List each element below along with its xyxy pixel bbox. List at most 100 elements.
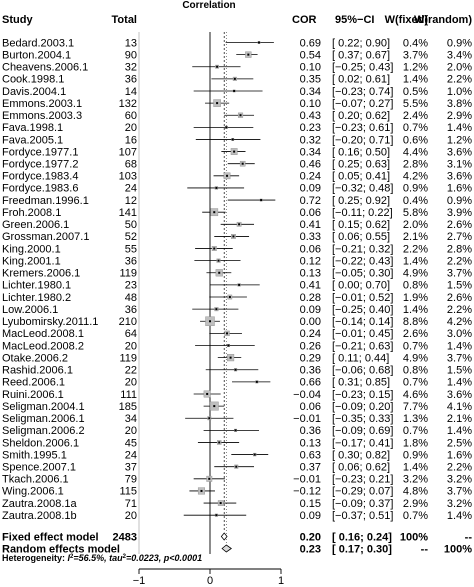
- study-cor: 0.69: [300, 37, 321, 49]
- study-row: Ruini.2006.1 111 −0.04 [−0.23; 0.15] 4.6% 3.6…: [2, 389, 472, 401]
- study-ci: [−0.01; 0.52]: [332, 292, 393, 304]
- study-ci: [−0.29; 0.07]: [332, 486, 393, 498]
- study-w-random: 2.7%: [447, 231, 472, 243]
- study-row: Seligman.2004.1 185 0.06 [−0.09; 0.20] 7.7% 4…: [2, 401, 472, 413]
- study-total: 20: [125, 377, 137, 389]
- study-label: Burton.2004.1: [2, 49, 71, 61]
- study-cor: 0.06: [300, 401, 321, 413]
- study-cor: 0.41: [300, 219, 321, 231]
- study-row: MacLeod.2008.1 64 0.24 [−0.01; 0.45] 2.6% 3.0…: [2, 328, 472, 340]
- study-total: 32: [125, 62, 137, 74]
- study-cor: 0.43: [300, 110, 321, 122]
- study-label: King.2000.1: [2, 243, 61, 255]
- study-rows: Bedard.2003.1 13 0.69[ 0.22; 0.90] 0.4% 0.9%…: [2, 37, 472, 522]
- study-row: Zautra.2008.1b 20 0.09 [−0.37; 0.51] 0.7% 1.4…: [2, 510, 472, 522]
- study-w-random: 4.2%: [447, 316, 472, 328]
- study-w-fixed: 1.4%: [403, 462, 428, 474]
- study-point: [235, 465, 238, 468]
- study-point: [238, 283, 241, 286]
- study-label: Ruini.2006.1: [2, 389, 64, 401]
- study-w-random: 3.6%: [447, 146, 472, 158]
- study-point: [233, 150, 236, 153]
- study-ci: [−0.05; 0.30]: [332, 268, 393, 280]
- study-w-fixed: 8.8%: [403, 316, 428, 328]
- study-row: King.2001.1 36 0.12 [−0.22; 0.43] 1.4% 2.2%: [2, 255, 472, 267]
- study-point: [255, 380, 258, 383]
- study-cor: 0.33: [300, 231, 321, 243]
- study-point: [213, 211, 216, 214]
- study-row: Emmons.2003.3 60 0.43 [ 0.20; 0.62] 2.4% 2.9%: [2, 110, 472, 122]
- random-effects-row: Random effects model 0.23 [ 0.17; 0.30] -- 1…: [2, 543, 472, 555]
- study-ci: [−0.25; 0.43]: [332, 62, 393, 74]
- study-cor: 0.13: [300, 437, 321, 449]
- study-ci: [−0.14; 0.14]: [332, 316, 393, 328]
- study-point: [209, 320, 211, 323]
- study-w-fixed: 5.8%: [403, 207, 428, 219]
- study-cor: 0.13: [300, 268, 321, 280]
- study-row: Seligman.2006.1 34 −0.01 [−0.35; 0.33] 1.3% 2…: [2, 413, 472, 425]
- study-point: [247, 53, 250, 56]
- study-cor: 0.23: [300, 122, 321, 134]
- study-point: [226, 332, 229, 335]
- study-row: Bedard.2003.1 13 0.69 [ 0.22; 0.90] 0.4% 0.9%: [2, 37, 472, 49]
- study-w-random: 1.4%: [447, 425, 472, 437]
- study-w-random: 1.0%: [447, 86, 472, 98]
- study-cor: 0.10: [300, 98, 321, 110]
- study-w-fixed: 0.4%: [403, 37, 428, 49]
- heterogeneity-prefix: Heterogeneity:: [2, 553, 68, 563]
- study-label: Fordyce.1983.4: [2, 171, 78, 183]
- study-w-fixed: 3.2%: [403, 474, 428, 486]
- study-row: Smith.1995.1 24 0.63 [ 0.30; 0.82] 0.9% 1.6%: [2, 449, 472, 461]
- x-tick-label: 0: [207, 575, 213, 587]
- study-w-random: 1.6%: [447, 449, 472, 461]
- study-point: [238, 223, 241, 226]
- study-w-fixed: 2.2%: [403, 243, 428, 255]
- summary-cor: 0.23: [300, 543, 321, 555]
- study-w-fixed: 0.9%: [403, 449, 428, 461]
- summary-ci: [ 0.16; 0.24]: [332, 531, 392, 543]
- study-total: 48: [125, 292, 137, 304]
- study-label: Rashid.2006.1: [2, 365, 73, 377]
- study-cor: −0.12: [293, 486, 321, 498]
- study-row: Burton.2004.1 90 0.54 [ 0.37; 0.67] 3.7% 3.4%: [2, 49, 472, 61]
- study-cor: 0.34: [300, 86, 321, 98]
- study-w-random: 2.9%: [447, 110, 472, 122]
- study-point: [208, 417, 211, 420]
- study-ci: [ 0.11; 0.44]: [332, 352, 389, 364]
- study-w-random: 3.2%: [447, 498, 472, 510]
- study-cor: 0.29: [300, 352, 321, 364]
- heterogeneity-tau-value: =0.0223,: [126, 553, 164, 563]
- study-total: 37: [125, 462, 137, 474]
- study-w-random: 2.1%: [447, 413, 472, 425]
- study-row: Rashid.2006.1 22 0.36 [−0.06; 0.68] 0.8% 1.5%: [2, 365, 472, 377]
- study-ci: [ 0.05; 0.41]: [332, 171, 390, 183]
- study-total: 20: [125, 510, 137, 522]
- study-point: [206, 392, 209, 395]
- chart-title: Correlation: [182, 0, 235, 11]
- study-point: [239, 114, 242, 117]
- study-label: Smith.1995.1: [2, 449, 67, 461]
- study-cor: 0.00: [300, 316, 321, 328]
- x-axis: −1 0 1: [133, 568, 284, 587]
- study-row: Spence.2007.1 37 0.37 [ 0.06; 0.62] 1.4% 2.2%: [2, 462, 472, 474]
- study-w-random: 0.9%: [447, 195, 472, 207]
- study-cor: 0.54: [300, 49, 321, 61]
- study-total: 119: [119, 352, 137, 364]
- study-total: 36: [125, 74, 137, 86]
- summary-diamond: [220, 532, 228, 541]
- study-w-random: 3.0%: [447, 328, 472, 340]
- study-row: Cook.1998.1 36 0.35 [ 0.02; 0.61] 1.4% 2.2%: [2, 74, 472, 86]
- study-cor: 0.09: [300, 304, 321, 316]
- study-w-random: 3.8%: [447, 98, 472, 110]
- study-cor: 0.10: [300, 62, 321, 74]
- study-w-random: 2.2%: [447, 255, 472, 267]
- study-w-random: 1.6%: [447, 183, 472, 195]
- study-point: [227, 344, 230, 347]
- study-point: [229, 356, 232, 359]
- study-w-random: 4.1%: [447, 401, 472, 413]
- study-label: Davis.2004.1: [2, 86, 66, 98]
- summary-ci: [ 0.17; 0.30]: [332, 543, 392, 555]
- study-point: [208, 477, 211, 480]
- study-label: Emmons.2003.3: [2, 110, 82, 122]
- study-total: 23: [125, 280, 137, 292]
